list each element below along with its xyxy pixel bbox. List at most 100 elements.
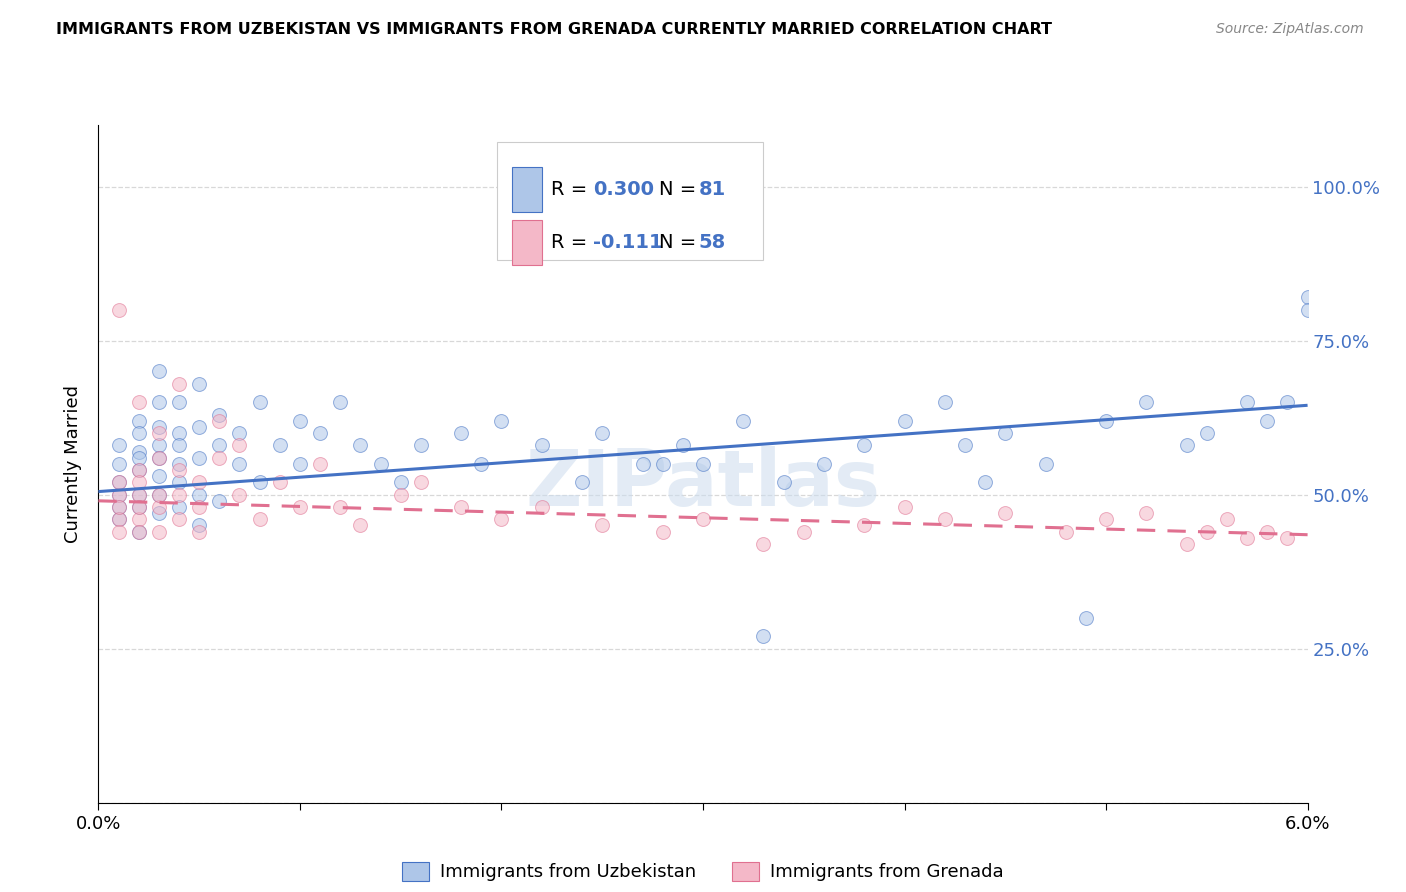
Point: [128, 463, 150, 477]
Point: [974, 475, 997, 490]
Point: [934, 512, 956, 526]
Point: [167, 512, 190, 526]
Point: [148, 438, 170, 452]
Point: [692, 457, 714, 471]
Point: [309, 457, 332, 471]
Point: [208, 450, 231, 465]
Text: R =: R =: [551, 233, 593, 252]
Point: [1135, 395, 1157, 409]
Point: [1054, 524, 1077, 539]
Point: [188, 475, 211, 490]
Point: [1277, 531, 1299, 545]
Point: [1175, 438, 1198, 452]
Point: [128, 425, 150, 440]
Point: [107, 500, 129, 514]
Legend: Immigrants from Uzbekistan, Immigrants from Grenada: Immigrants from Uzbekistan, Immigrants f…: [395, 855, 1011, 888]
Point: [994, 425, 1017, 440]
Text: N =: N =: [659, 233, 703, 252]
Point: [167, 376, 190, 391]
Point: [188, 488, 211, 502]
Point: [128, 500, 150, 514]
Point: [1195, 425, 1218, 440]
Point: [733, 414, 755, 428]
Point: [370, 457, 392, 471]
Point: [450, 500, 472, 514]
Point: [631, 457, 654, 471]
Point: [107, 500, 129, 514]
Point: [470, 457, 492, 471]
Point: [1175, 537, 1198, 551]
Point: [128, 488, 150, 502]
Point: [269, 475, 291, 490]
Point: [148, 395, 170, 409]
Point: [228, 457, 250, 471]
Y-axis label: Currently Married: Currently Married: [65, 384, 83, 543]
Point: [1074, 611, 1097, 625]
Point: [167, 425, 190, 440]
Point: [672, 438, 695, 452]
Point: [329, 395, 352, 409]
Point: [349, 438, 371, 452]
Point: [128, 395, 150, 409]
Point: [288, 500, 311, 514]
Point: [128, 414, 150, 428]
Point: [530, 500, 553, 514]
Point: [752, 629, 775, 643]
Point: [1095, 414, 1118, 428]
Point: [349, 518, 371, 533]
Point: [167, 457, 190, 471]
Point: [167, 438, 190, 452]
Point: [1035, 457, 1057, 471]
Point: [893, 500, 915, 514]
Point: [249, 512, 271, 526]
Point: [107, 302, 129, 317]
Point: [167, 500, 190, 514]
Point: [571, 475, 593, 490]
Point: [208, 414, 231, 428]
Point: [148, 488, 170, 502]
Point: [148, 506, 170, 520]
Point: [148, 524, 170, 539]
Point: [249, 395, 271, 409]
Point: [813, 457, 835, 471]
Point: [107, 488, 129, 502]
Point: [107, 438, 129, 452]
Point: [128, 488, 150, 502]
Point: [107, 512, 129, 526]
Point: [288, 414, 311, 428]
Point: [188, 420, 211, 434]
Text: -0.111: -0.111: [593, 233, 662, 252]
Point: [128, 524, 150, 539]
Point: [409, 475, 432, 490]
Point: [128, 524, 150, 539]
Point: [591, 425, 613, 440]
Point: [148, 364, 170, 378]
Point: [128, 500, 150, 514]
Point: [128, 475, 150, 490]
Point: [1256, 524, 1278, 539]
Point: [651, 524, 673, 539]
Point: [188, 518, 211, 533]
Point: [148, 488, 170, 502]
Point: [128, 512, 150, 526]
Point: [208, 493, 231, 508]
Point: [893, 414, 915, 428]
Point: [188, 524, 211, 539]
Point: [188, 450, 211, 465]
Point: [128, 463, 150, 477]
Point: [107, 488, 129, 502]
Point: [530, 438, 553, 452]
Point: [329, 500, 352, 514]
Point: [167, 463, 190, 477]
Point: [1296, 302, 1319, 317]
Point: [651, 457, 673, 471]
Point: [450, 425, 472, 440]
Text: 81: 81: [699, 180, 725, 199]
Point: [128, 450, 150, 465]
Text: N =: N =: [659, 180, 703, 199]
Point: [1277, 395, 1299, 409]
Point: [269, 438, 291, 452]
Point: [228, 425, 250, 440]
Point: [793, 524, 815, 539]
Point: [167, 488, 190, 502]
